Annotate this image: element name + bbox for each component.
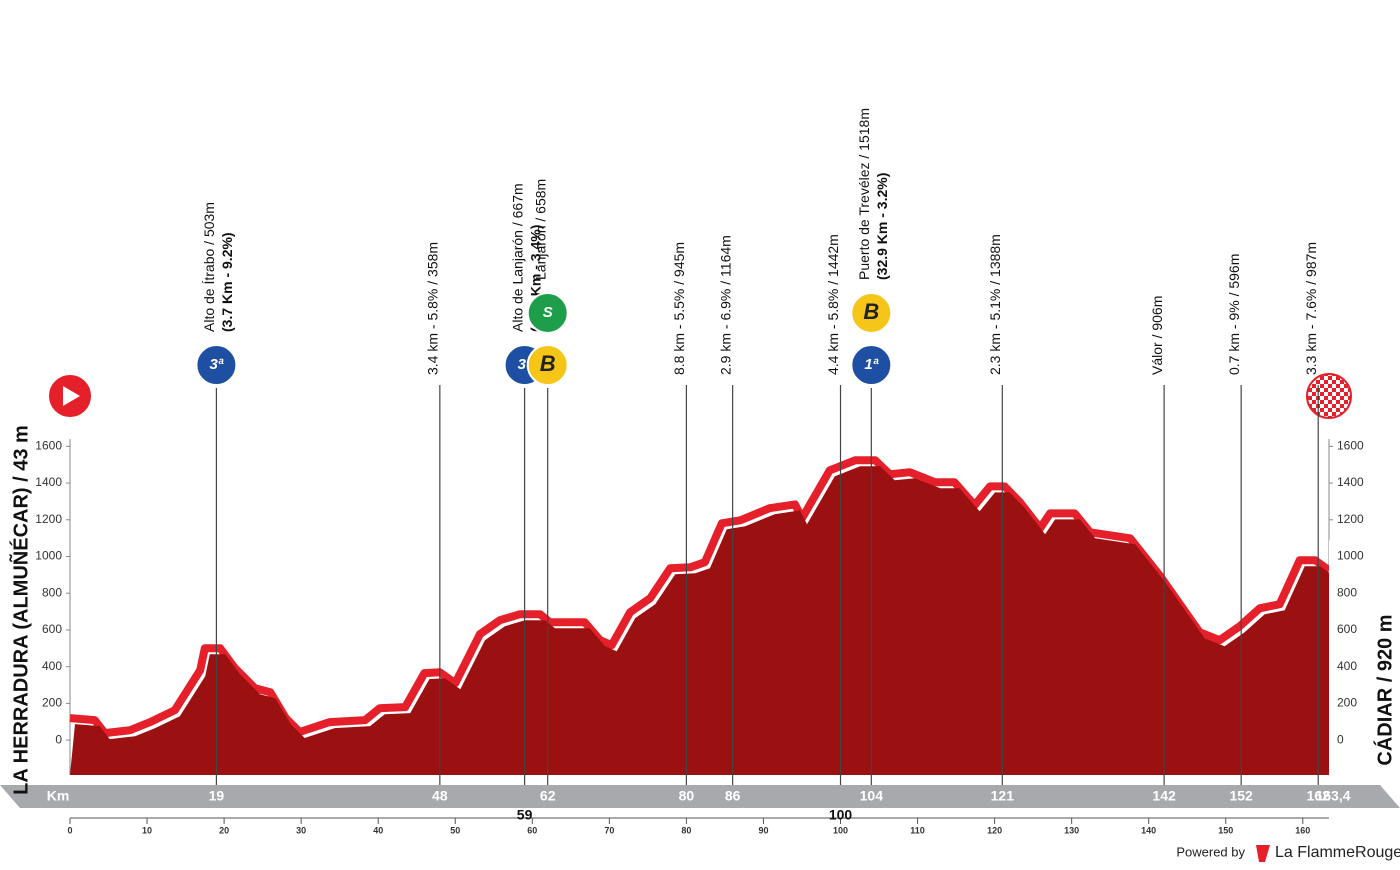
annotation-label: Alto de Ítrabo / 503m <box>201 202 217 332</box>
annotation-sublabel: (3.7 Km - 9.2%) <box>219 232 235 332</box>
strip-km-label: 142 <box>1152 788 1176 804</box>
x-tick-label: 130 <box>1064 825 1079 835</box>
annotation-label: Lanjarón / 658m <box>532 179 548 280</box>
x-tick-label: 150 <box>1218 825 1233 835</box>
annotation-label: 2.3 km - 5.1% / 1388m <box>987 234 1003 375</box>
strip-km-label: 86 <box>725 788 741 804</box>
climb-icon <box>850 292 893 334</box>
strip-km-label: 100 <box>829 807 853 823</box>
strip-km-label: 62 <box>540 788 556 804</box>
y-tick-label: 1600 <box>35 439 62 453</box>
y-tick-label: 0 <box>1337 732 1344 746</box>
start-icon <box>47 373 93 419</box>
climb-icon-label: 1ª <box>864 356 878 373</box>
x-tick-label: 140 <box>1141 825 1156 835</box>
x-tick-label: 160 <box>1295 825 1310 835</box>
annotation-label: Válor / 906m <box>1149 296 1165 375</box>
climb-icon-label: B <box>540 351 556 376</box>
y-tick-label: 600 <box>1337 622 1357 636</box>
strip-km-label: 162 <box>1307 788 1331 804</box>
x-tick-label: 120 <box>987 825 1002 835</box>
y-tick-label: 1000 <box>1337 549 1364 563</box>
start-label: LA HERRADURA (ALMUÑÉCAR) / 43 m <box>9 425 32 795</box>
annotation-label: 2.9 km - 6.9% / 1164m <box>717 235 733 375</box>
y-tick-label: 1400 <box>35 475 62 489</box>
annotation-label: Puerto de Trevélez / 1518m <box>856 108 872 280</box>
km-axis-label: Km <box>47 788 70 804</box>
strip-km-label: 59 <box>517 807 533 823</box>
strip-distance-label: 163,4 <box>1315 788 1350 804</box>
y-tick-label: 1200 <box>35 512 62 526</box>
x-tick-label: 110 <box>910 825 925 835</box>
x-tick-label: 40 <box>373 825 383 835</box>
x-tick-label: 70 <box>604 825 614 835</box>
strip-km-label: 152 <box>1229 788 1253 804</box>
strip-km-label: 19 <box>209 788 225 804</box>
powered-by: Powered by <box>1176 844 1245 859</box>
y-tick-label: 600 <box>42 622 62 636</box>
climb-icon <box>526 344 569 386</box>
y-tick-label: 400 <box>1337 659 1357 673</box>
km-strip <box>0 785 1400 808</box>
strip-km-label: 80 <box>679 788 695 804</box>
y-tick-label: 800 <box>1337 585 1357 599</box>
y-tick-label: 200 <box>1337 696 1357 710</box>
annotation-label: 3.3 km - 7.6% / 987m <box>1303 242 1319 375</box>
y-tick-label: 400 <box>42 659 62 673</box>
profile-area <box>70 466 1334 775</box>
x-tick-label: 90 <box>758 825 768 835</box>
annotation-sublabel: (32.9 Km - 3.2%) <box>874 173 890 280</box>
brand-logo <box>1256 845 1270 862</box>
x-tick-label: 80 <box>681 825 691 835</box>
annotation-label: 4.4 km - 5.8% / 1442m <box>825 234 841 375</box>
y-tick-label: 1600 <box>1337 439 1364 453</box>
x-tick-label: 100 <box>833 825 848 835</box>
climb-icon-label: 3ª <box>209 356 223 373</box>
x-tick-label: 50 <box>450 825 460 835</box>
x-tick-label: 30 <box>296 825 306 835</box>
annotation-label: 0.7 km - 9% / 596m <box>1226 254 1242 375</box>
x-tick-label: 0 <box>67 825 72 835</box>
climb-icon-label: B <box>863 299 879 324</box>
strip-km-label: 121 <box>991 788 1015 804</box>
annotation-label: 8.8 km - 5.5% / 945m <box>671 242 687 375</box>
annotation-label: 3.4 km - 5.8% / 358m <box>425 242 441 375</box>
y-tick-label: 1200 <box>1337 512 1364 526</box>
finish-label: CÁDIAR / 920 m <box>1373 614 1396 765</box>
climb-icon <box>850 344 893 386</box>
climb-icon <box>195 344 238 386</box>
finish-icon <box>1306 373 1352 419</box>
x-tick-label: 10 <box>142 825 152 835</box>
y-tick-label: 1400 <box>1337 475 1364 489</box>
y-tick-label: 200 <box>42 696 62 710</box>
x-tick-label: 60 <box>527 825 537 835</box>
annotation-label: Alto de Lanjarón / 667m <box>509 183 525 332</box>
brand: La FlammeRouge <box>1275 844 1400 861</box>
climb-icon-label: S <box>543 304 553 321</box>
strip-km-label: 104 <box>860 788 884 804</box>
climb-icon <box>526 292 569 334</box>
y-tick-label: 800 <box>42 585 62 599</box>
strip-km-label: 48 <box>432 788 448 804</box>
y-tick-label: 1000 <box>35 549 62 563</box>
profile-clip-right <box>1329 540 1335 776</box>
y-tick-label: 0 <box>55 732 62 746</box>
x-tick-label: 20 <box>219 825 229 835</box>
